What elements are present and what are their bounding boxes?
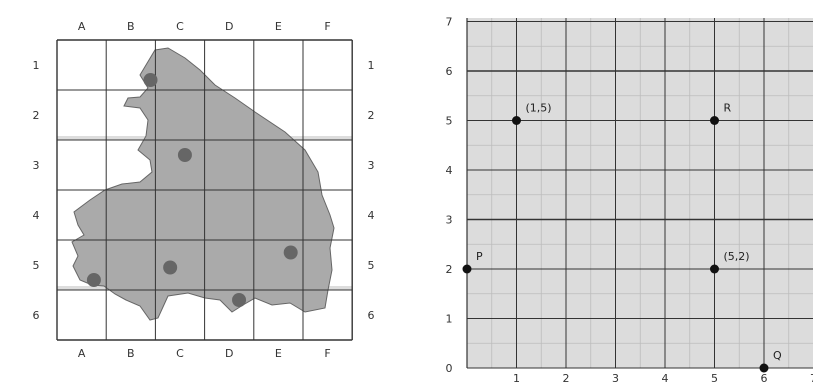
grid-minor-lines [467, 18, 813, 368]
map-dot [232, 293, 247, 307]
y-tick-label: 4 [446, 164, 453, 177]
row-label: 1 [33, 59, 40, 72]
grid-point [710, 264, 719, 274]
row-label: 1 [368, 59, 375, 72]
grid-map: A B C D E F A B C D E F 1 2 3 4 5 6 1 2 3 4 5 6 [33, 20, 375, 360]
column-label: A [78, 20, 86, 33]
column-label: D [225, 347, 233, 360]
point-label: R [724, 102, 732, 115]
map-dot [143, 73, 158, 87]
column-label: E [275, 20, 282, 33]
x-tick-label: 2 [563, 372, 570, 385]
y-tick-label: 7 [446, 16, 453, 29]
column-label: C [176, 347, 184, 360]
map-region [71, 47, 335, 321]
x-tick-label: 3 [612, 372, 619, 385]
x-tick-label: 7 [810, 372, 813, 385]
row-label: 4 [368, 209, 375, 222]
x-tick-label: 4 [662, 372, 669, 385]
grid-point [462, 264, 472, 274]
y-tick-label: 5 [446, 115, 453, 128]
point-label: (1,5) [526, 102, 552, 115]
grid-major-lines [466, 18, 813, 369]
row-labels-left: 1 2 3 4 5 6 [33, 59, 40, 322]
map-dot [283, 245, 298, 260]
row-label: 5 [368, 259, 375, 272]
y-tick-label: 0 [446, 362, 453, 375]
column-label: F [324, 347, 330, 360]
x-tick-labels: 1 2 3 4 5 6 7 [513, 372, 813, 385]
point-label: Q [773, 349, 782, 362]
map-dot [177, 148, 192, 162]
column-label: B [127, 20, 135, 33]
grid-points: (1,5) R P (5,2) Q [462, 102, 782, 373]
column-label: D [225, 20, 233, 33]
x-tick-label: 5 [711, 372, 718, 385]
row-labels-right: 1 2 3 4 5 6 [368, 59, 375, 322]
row-label: 6 [33, 309, 40, 322]
grid-point [759, 363, 769, 373]
x-tick-label: 1 [513, 372, 520, 385]
column-label: C [176, 20, 184, 33]
coordinate-grid: 1 2 3 4 5 6 7 0 1 2 3 4 5 6 7 (1,5) R P (5,2) Q [446, 16, 813, 385]
grid-point [512, 116, 521, 125]
y-tick-labels: 0 1 2 3 4 5 6 7 [446, 16, 453, 376]
grid-point [710, 116, 719, 125]
column-labels-top: A B C D E F [78, 20, 331, 33]
map-grid-lines [56, 39, 353, 341]
y-tick-label: 2 [446, 263, 453, 276]
row-label: 2 [368, 109, 375, 122]
column-label: B [127, 347, 135, 360]
column-labels-bottom: A B C D E F [78, 347, 331, 360]
y-tick-label: 1 [446, 313, 453, 326]
column-label: F [324, 20, 330, 33]
row-label: 6 [368, 309, 375, 322]
map-dot [86, 273, 101, 287]
y-tick-label: 3 [446, 214, 453, 227]
y-tick-label: 6 [446, 65, 453, 78]
point-label: P [476, 250, 483, 263]
map-dots [86, 73, 298, 307]
x-tick-label: 6 [761, 372, 768, 385]
row-label: 3 [33, 159, 40, 172]
row-label: 5 [33, 259, 40, 272]
row-label: 2 [33, 109, 40, 122]
row-label: 4 [33, 209, 40, 222]
map-dot [163, 260, 178, 275]
column-label: A [78, 347, 86, 360]
row-label: 3 [368, 159, 375, 172]
point-label: (5,2) [724, 250, 750, 263]
column-label: E [275, 347, 282, 360]
